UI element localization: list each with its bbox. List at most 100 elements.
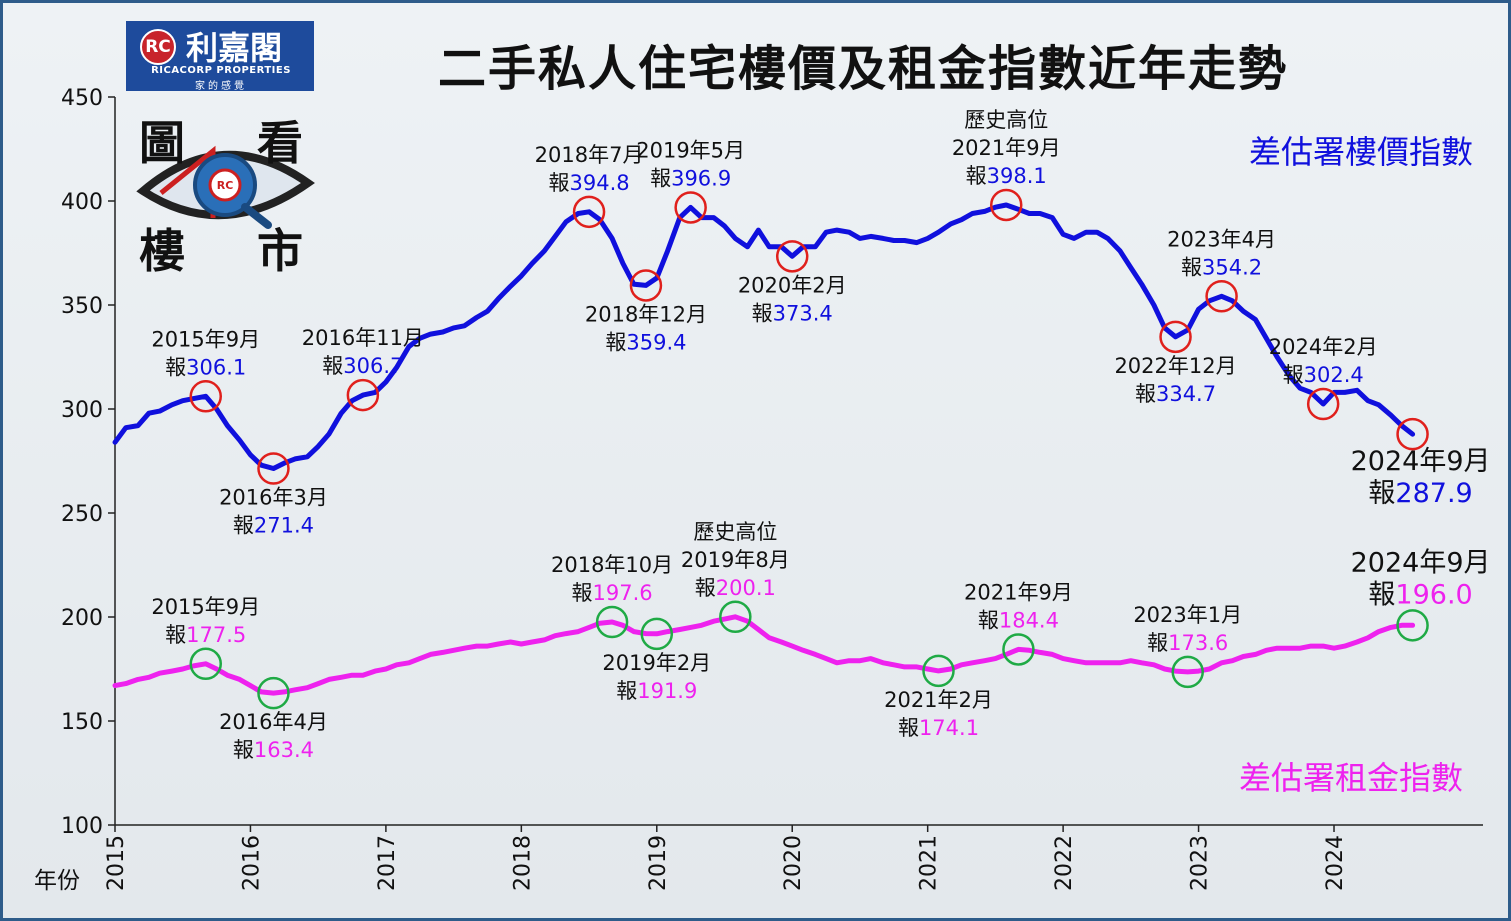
marker-circle — [629, 269, 663, 302]
marker-circle — [1306, 387, 1340, 421]
page-title: 二手私人住宅樓價及租金指數近年走勢 — [437, 41, 1288, 97]
marker-circle — [189, 380, 222, 413]
annotation-prefix: 報 — [695, 576, 716, 600]
marker-circle — [189, 647, 222, 681]
annotation-value: 報163.4 — [233, 738, 314, 762]
annotation-label: 2024年9月 — [1351, 446, 1491, 477]
annotation-label: 歷史高位 — [964, 108, 1048, 132]
annotation-label: 2018年10月 — [551, 553, 673, 577]
annotation-prefix: 報 — [650, 166, 671, 190]
annotation-value: 報394.8 — [548, 171, 629, 195]
marker-circle — [1002, 633, 1035, 666]
annotation-value: 報373.4 — [752, 301, 833, 325]
annotation-label: 2016年11月 — [302, 326, 424, 350]
y-tick-label: 350 — [61, 294, 103, 319]
annotation-prefix: 報 — [1135, 382, 1156, 406]
marker-circle — [922, 654, 955, 688]
annotation-value: 報354.2 — [1181, 255, 1262, 279]
annotation-value: 報359.4 — [605, 330, 686, 354]
annotation-number: 287.9 — [1395, 478, 1472, 509]
badge-char-3: 樓 — [139, 224, 185, 278]
marker-circle — [1396, 417, 1429, 451]
annotation-value: 報398.1 — [966, 164, 1047, 188]
x-tick-label: 2024 — [1323, 835, 1348, 891]
annotation-prefix: 報 — [322, 354, 343, 378]
annotation-prefix: 報 — [1368, 478, 1395, 509]
annotation-number: 354.2 — [1202, 255, 1262, 279]
annotation-label: 2019年5月 — [636, 138, 745, 162]
annotation-label: 2019年2月 — [602, 651, 711, 675]
annotation-value: 報174.1 — [898, 716, 979, 740]
annotation-number: 398.1 — [987, 164, 1047, 188]
marker-circle — [674, 191, 707, 224]
annotation-value: 報191.9 — [616, 679, 697, 703]
x-tick-label: 2021 — [917, 835, 942, 891]
annotation-prefix: 報 — [233, 738, 254, 762]
annotation-prefix: 報 — [966, 164, 987, 188]
annotation-label: 2019年8月 — [681, 548, 790, 572]
annotation-number: 196.0 — [1395, 579, 1472, 610]
marker-circle — [572, 195, 606, 229]
annotation-number: 394.8 — [569, 171, 629, 195]
marker-circle — [595, 605, 629, 639]
logo-rc-icon: RC — [140, 29, 176, 65]
x-tick-label: 2023 — [1188, 835, 1213, 891]
annotation-prefix: 報 — [898, 716, 919, 740]
price-index-line — [112, 202, 1416, 471]
annotation-prefix: 報 — [548, 171, 569, 195]
x-tick-label: 2018 — [510, 835, 535, 891]
annotation-number: 173.6 — [1168, 631, 1228, 655]
annotation-number: 177.5 — [186, 623, 246, 647]
annotation-label: 2021年2月 — [884, 688, 993, 712]
annotation-label: 2016年4月 — [219, 710, 328, 734]
annotation-value: 報287.9 — [1368, 478, 1472, 509]
annotation-label: 歷史高位 — [693, 520, 777, 544]
rent-index-line — [112, 614, 1416, 696]
annotation-value: 報184.4 — [978, 608, 1059, 632]
logo-english-name: RICACORP PROPERTIES — [151, 65, 291, 76]
annotation-value: 報197.6 — [572, 581, 653, 605]
annotation-value: 報334.7 — [1135, 382, 1216, 406]
annotation-prefix: 報 — [616, 679, 637, 703]
annotation-value: 報302.4 — [1283, 363, 1364, 387]
marker-circle — [257, 452, 290, 485]
annotation-number: 271.4 — [254, 513, 314, 537]
x-tick-label: 2020 — [781, 835, 806, 891]
eye-icon — [136, 145, 315, 229]
annotation-label: 2023年1月 — [1133, 603, 1242, 627]
annotation-prefix: 報 — [1181, 255, 1202, 279]
marker-circle — [1171, 655, 1204, 689]
annotation-value: 報306.7 — [322, 354, 403, 378]
x-axis-label: 年份 — [34, 868, 80, 894]
marker-circle — [989, 188, 1023, 222]
badge-rc-mark: RC — [216, 179, 234, 192]
annotation-label: 2018年7月 — [535, 143, 644, 167]
annotation-prefix: 報 — [605, 330, 626, 354]
annotation-value: 報396.9 — [650, 166, 731, 190]
annotation-prefix: 報 — [752, 301, 773, 325]
annotation-prefix: 報 — [165, 623, 186, 647]
annotation-number: 334.7 — [1156, 382, 1216, 406]
company-logo: RC 利嘉閣 RICACORP PROPERTIES 家的感覺 — [126, 21, 314, 92]
annotation-label: 2021年9月 — [952, 136, 1061, 160]
price-index-legend: 差估署樓價指數 — [1249, 133, 1473, 171]
annotation-label: 2016年3月 — [219, 485, 328, 509]
annotation-prefix: 報 — [572, 581, 593, 605]
y-tick-label: 150 — [61, 710, 103, 735]
annotation-prefix: 報 — [1368, 579, 1395, 610]
y-tick-label: 450 — [61, 86, 103, 111]
eye-badge: 圖 看 樓 市 RC — [133, 103, 318, 278]
marker-circle — [640, 617, 674, 651]
x-tick-label: 2022 — [1052, 835, 1077, 891]
annotation-label: 2024年2月 — [1269, 335, 1378, 359]
annotation-value: 報271.4 — [233, 513, 314, 537]
annotation-value: 報173.6 — [1147, 631, 1228, 655]
annotation-prefix: 報 — [165, 355, 186, 379]
annotation-number: 197.6 — [593, 581, 653, 605]
x-tick-label: 2015 — [104, 835, 129, 891]
x-tick-label: 2016 — [239, 835, 264, 891]
annotation-value: 報306.1 — [165, 355, 246, 379]
y-tick-label: 100 — [61, 814, 103, 839]
annotation-label: 2022年12月 — [1114, 354, 1236, 378]
